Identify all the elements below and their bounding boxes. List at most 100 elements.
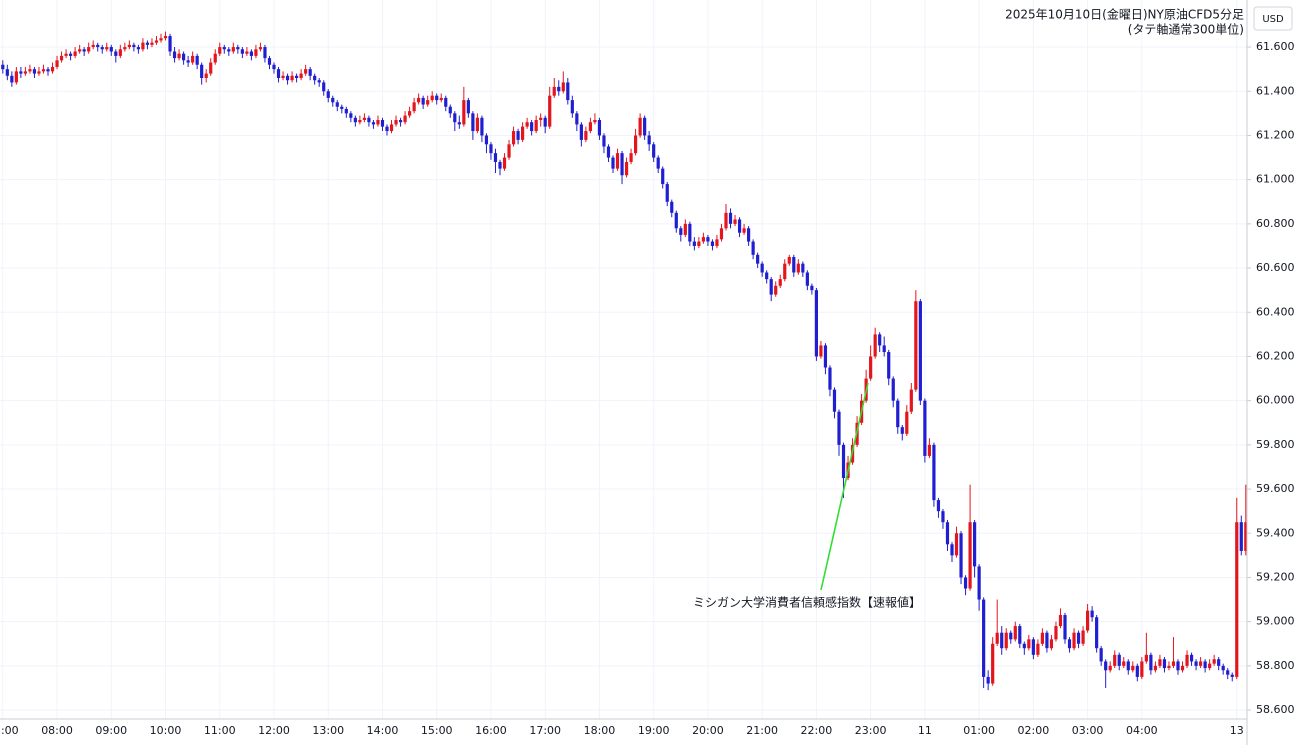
candle-body <box>1212 659 1216 664</box>
candle-body <box>1194 661 1198 666</box>
candle-body <box>127 44 131 48</box>
candle-body <box>493 153 498 162</box>
candle-body <box>1095 617 1099 649</box>
candle-body <box>304 69 308 74</box>
candle-body <box>154 40 159 43</box>
candle-body <box>1176 661 1180 671</box>
candle-body <box>1149 654 1153 671</box>
candle-body <box>204 73 208 79</box>
candle-body <box>32 69 37 74</box>
candle-body <box>1126 661 1130 671</box>
y-tick-label: 60.800 <box>1256 217 1295 230</box>
candle-body <box>624 161 629 176</box>
candle-body <box>1036 643 1040 655</box>
candle-body <box>615 153 620 169</box>
candle-body <box>765 272 769 280</box>
candle-body <box>539 117 543 120</box>
candle-body <box>891 378 895 401</box>
candle-body <box>82 49 86 52</box>
candle-body <box>1072 632 1076 649</box>
candle-body <box>91 44 95 48</box>
candle-body <box>285 75 290 81</box>
candle-body <box>145 42 150 45</box>
x-tick-label: 15:00 <box>421 724 453 737</box>
candle-body <box>466 100 470 114</box>
annotation-pointer <box>820 382 869 591</box>
candle-body <box>150 42 154 45</box>
candle-body <box>756 254 760 264</box>
candle-body <box>534 120 538 132</box>
candle-body <box>706 237 710 242</box>
candle-body <box>1117 654 1121 666</box>
candle-body <box>1203 661 1207 669</box>
candle-body <box>710 241 715 246</box>
candle-body <box>132 44 136 48</box>
candle-body <box>552 86 556 96</box>
candle-body <box>69 53 73 56</box>
candle-body <box>602 135 606 147</box>
candle-body <box>973 522 977 567</box>
x-tick-label: 02:00 <box>1018 724 1050 737</box>
x-tick-label: 13 <box>1230 724 1244 737</box>
currency-label[interactable]: USD <box>1262 14 1284 25</box>
candle-body <box>882 345 886 353</box>
y-tick-label: 60.200 <box>1256 349 1295 362</box>
candle-body <box>55 60 59 67</box>
candle-body <box>394 120 398 125</box>
x-tick-label: 11:00 <box>204 724 236 737</box>
x-tick-label: 04:00 <box>1126 724 1158 737</box>
candle-body <box>109 47 113 52</box>
candle-body <box>236 47 240 50</box>
candle-body <box>566 82 570 101</box>
candle-body <box>358 120 362 123</box>
candle-body <box>421 97 425 105</box>
candle-body <box>163 36 168 39</box>
chart-title: 2025年10月10日(金曜日)NY原油CFD5分足 <box>1005 7 1244 22</box>
candle-body <box>557 86 561 92</box>
candle-body <box>927 444 931 456</box>
currency-box[interactable] <box>1253 6 1293 31</box>
candle-body <box>905 411 909 434</box>
candle-body <box>945 522 950 545</box>
candle-body <box>579 124 583 140</box>
x-tick-label: 17:00 <box>529 724 561 737</box>
candle-body <box>873 334 877 357</box>
x-tick-label: 01:00 <box>963 724 995 737</box>
candle-body <box>1140 661 1144 677</box>
candle-body <box>398 120 403 123</box>
x-tick-label: 21:00 <box>746 724 778 737</box>
candle-body <box>543 117 547 127</box>
candle-body <box>1045 632 1049 649</box>
candle-body <box>950 544 954 556</box>
candle-body <box>209 62 213 74</box>
candle-body <box>954 533 959 556</box>
candle-body <box>665 184 669 202</box>
candle-body <box>963 577 968 589</box>
candle-body <box>832 389 837 412</box>
candle-body <box>159 38 163 41</box>
candle-body <box>1081 630 1085 644</box>
candle-body <box>792 257 796 273</box>
candle-body <box>787 257 791 264</box>
candle-body <box>692 241 696 246</box>
candle-body <box>597 120 602 136</box>
x-tick-label: 14:00 <box>367 724 399 737</box>
candle-body <box>995 632 999 644</box>
candle-body <box>489 144 493 154</box>
candle-body <box>936 500 941 512</box>
candle-body <box>570 100 574 114</box>
candle-body <box>982 599 986 677</box>
y-tick-label: 59.000 <box>1256 615 1295 628</box>
candle-body <box>41 69 46 72</box>
candle-body <box>1 64 5 70</box>
candle-body <box>1189 654 1194 662</box>
candle-body <box>172 51 177 59</box>
candle-body <box>737 219 742 233</box>
candle-body <box>656 157 660 169</box>
candle-body <box>1217 659 1221 666</box>
candle-body <box>611 157 615 169</box>
y-tick-label: 60.000 <box>1256 394 1295 407</box>
candle-body <box>389 124 394 132</box>
y-tick-label: 59.400 <box>1256 526 1295 539</box>
candle-body <box>28 69 32 72</box>
